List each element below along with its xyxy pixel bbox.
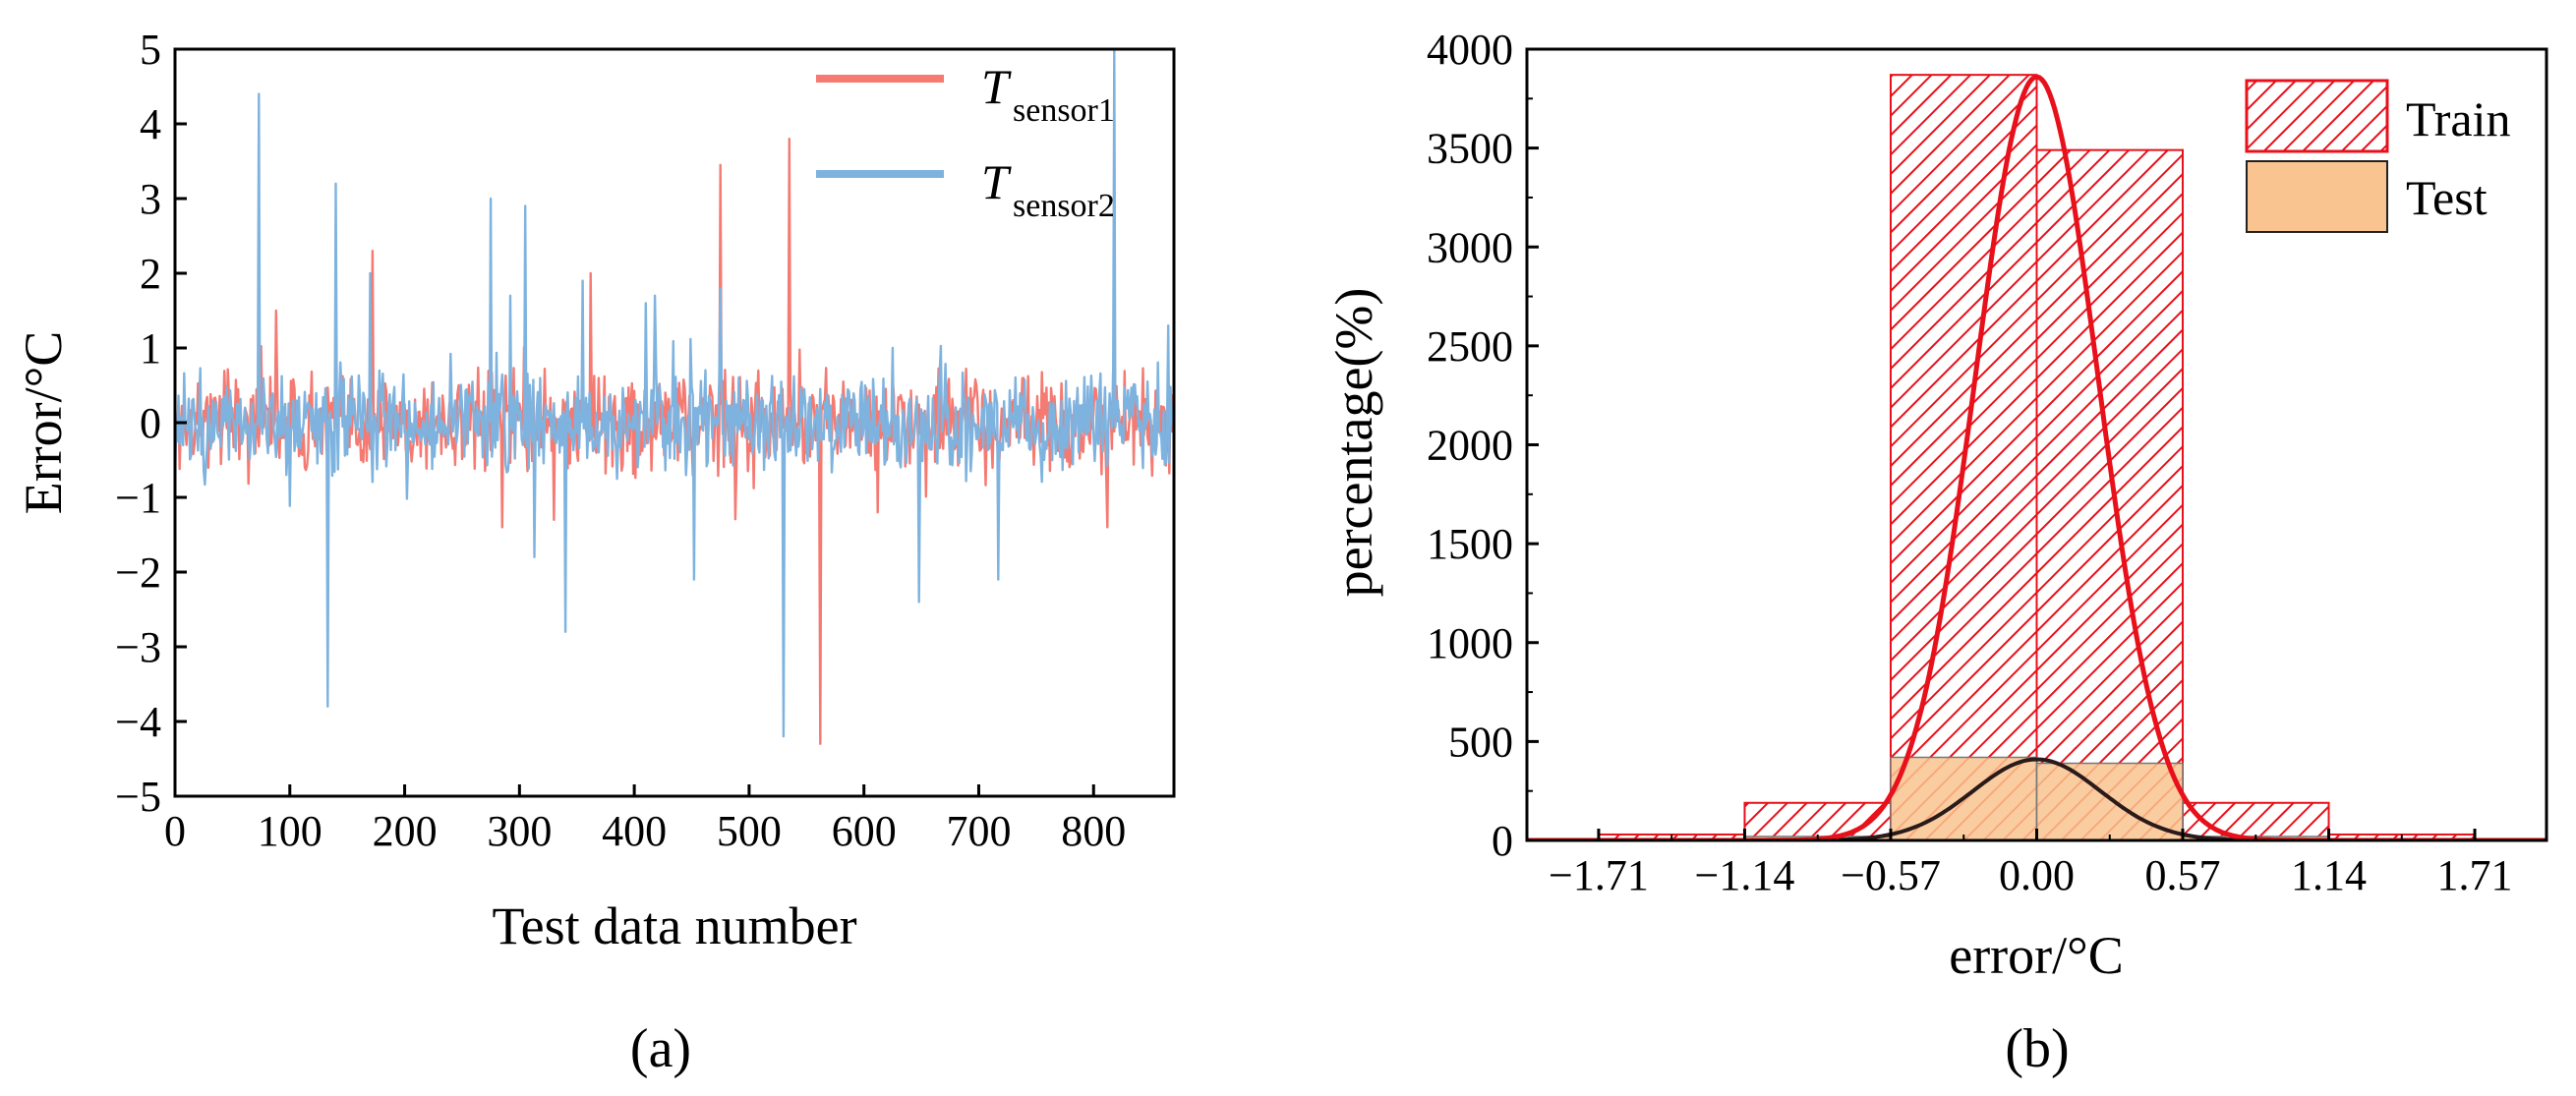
legend-label-main: T — [981, 59, 1012, 114]
x-axis-label: error/°C — [1949, 926, 2124, 985]
x-tick-label: 0.57 — [2145, 851, 2221, 899]
y-tick-label: −4 — [115, 698, 161, 746]
x-tick-label: 1.71 — [2437, 851, 2513, 899]
y-tick-label: 3000 — [1427, 223, 1513, 271]
x-tick-label: −1.71 — [1549, 851, 1649, 899]
y-tick-label: 5 — [140, 26, 161, 74]
y-axis-label: percentage(%) — [1324, 288, 1383, 598]
legend-label-train: Train — [2406, 91, 2511, 146]
y-tick-label: 2500 — [1427, 322, 1513, 371]
x-tick-label: 1.14 — [2291, 851, 2367, 899]
y-tick-label: 2000 — [1427, 422, 1513, 470]
x-tick-label: 400 — [602, 807, 667, 855]
train-fit-curve — [1527, 74, 2547, 840]
x-tick-label: 500 — [717, 807, 782, 855]
legend-label-sub: sensor2 — [1013, 188, 1115, 224]
legend-label-test: Test — [2406, 170, 2488, 225]
x-tick-label: −1.14 — [1695, 851, 1795, 899]
legend-label-sub: sensor1 — [1013, 92, 1115, 129]
y-tick-label: 3500 — [1427, 125, 1513, 173]
y-tick-label: 3 — [140, 175, 161, 223]
series-line-T_sensor2 — [175, 49, 1174, 738]
histogram-chart: −1.71 −1.14 −0.57 0.00 0.57 1.14 1.71 0 500 1000… — [1324, 26, 2548, 1079]
legend-swatch-test — [2246, 160, 2388, 233]
y-axis-label: Error/°C — [14, 331, 73, 515]
y-tick-label: 4 — [140, 100, 161, 148]
y-tick-label: −1 — [115, 474, 161, 522]
x-tick-label: 0 — [164, 807, 186, 855]
x-tick-label: −0.57 — [1841, 851, 1941, 899]
legend-swatch-train — [2245, 79, 2389, 153]
x-tick-label: 100 — [258, 807, 322, 855]
test-fit-curve — [1527, 757, 2547, 840]
x-tick-label: 300 — [487, 807, 552, 855]
x-tick-label: 800 — [1061, 807, 1126, 855]
x-axis: −1.71 −1.14 −0.57 0.00 0.57 1.14 1.71 — [1549, 829, 2513, 899]
x-tick-label: 200 — [373, 807, 438, 855]
legend-label-main: T — [981, 154, 1012, 209]
y-axis: 5 4 3 2 1 0 −1 −2 −3 −4 −5 — [115, 26, 187, 821]
x-axis-label: Test data number — [492, 896, 856, 955]
x-tick-label: 700 — [946, 807, 1011, 855]
y-tick-label: 0 — [1492, 817, 1513, 865]
y-tick-label: 1000 — [1427, 619, 1513, 667]
y-tick-label: 2 — [140, 250, 161, 298]
panel-label: (a) — [630, 1018, 691, 1079]
y-tick-label: 4000 — [1427, 26, 1513, 74]
y-axis: 0 500 1000 1500 2000 2500 3000 3500 4000 — [1427, 26, 1539, 865]
panel-label: (b) — [2005, 1018, 2069, 1079]
plot-area — [1527, 74, 2547, 840]
legend: T sensor1 T sensor2 — [816, 59, 1115, 224]
x-tick-label: 600 — [832, 807, 897, 855]
y-tick-label: 1 — [140, 324, 161, 373]
x-axis: 0 100 200 300 400 500 600 700 800 — [164, 784, 1126, 855]
line-chart: 0 100 200 300 400 500 600 700 800 5 4 3 2 1 0 −1 −2 −3 −4… — [14, 26, 1176, 1079]
y-tick-label: −2 — [115, 548, 161, 597]
y-tick-label: −3 — [115, 623, 161, 671]
plot-area — [175, 49, 1174, 745]
y-tick-label: 0 — [140, 399, 161, 447]
x-tick-label: 0.00 — [1999, 851, 2075, 899]
y-tick-label: 500 — [1448, 718, 1513, 766]
y-tick-label: −5 — [115, 773, 161, 821]
legend: Train Test — [2245, 79, 2511, 233]
y-tick-label: 1500 — [1427, 520, 1513, 568]
